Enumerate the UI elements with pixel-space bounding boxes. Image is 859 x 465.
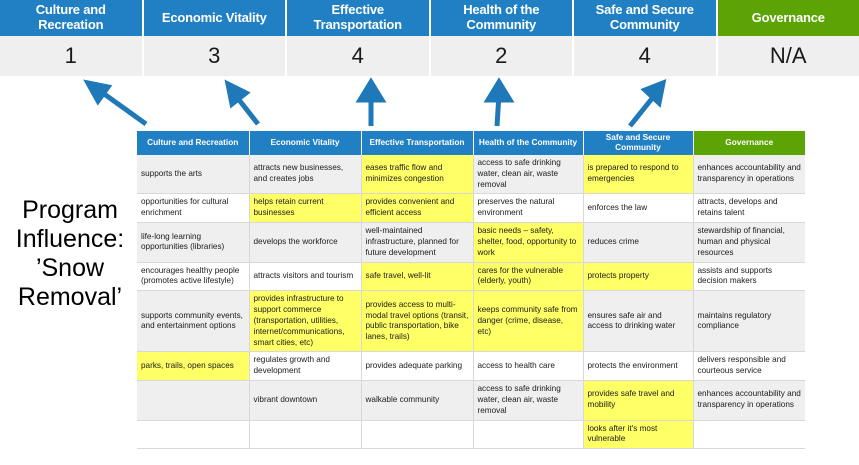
matrix-cell: supports the arts <box>137 155 250 195</box>
matrix-header: Culture and Recreation Economic Vitality E… <box>137 131 805 155</box>
matrix-cell: enhances accountability and transparency… <box>693 155 805 195</box>
matrix-row: looks after it's most vulnerable <box>137 420 805 450</box>
caption-line-1: Program <box>22 196 118 224</box>
matrix-cell: maintains regulatory compliance <box>693 290 805 353</box>
scorecard-header-cell: Health of the Community <box>430 0 574 36</box>
matrix-column-header: Effective Transportation <box>361 131 474 155</box>
matrix-cell: provides adequate parking <box>361 351 474 382</box>
matrix-cell <box>693 420 805 450</box>
matrix-column-header: Economic Vitality <box>249 131 362 155</box>
scorecard-header-cell: Effective Transportation <box>287 0 431 36</box>
matrix-cell <box>137 380 250 421</box>
matrix-cell: protects the environment <box>583 351 694 382</box>
matrix-cell: walkable community <box>361 380 474 421</box>
matrix-cell: regulates growth and development <box>249 351 362 382</box>
program-influence-caption: Program Influence: ’Snow Removal’ <box>6 196 134 312</box>
matrix-cell-highlighted: helps retain current businesses <box>249 193 362 224</box>
matrix-cell: access to safe drinking water, clean air… <box>473 155 584 195</box>
matrix-cell-highlighted: is prepared to respond to emergencies <box>583 155 694 195</box>
matrix-cell: attracts visitors and tourism <box>249 262 362 292</box>
matrix-cell: enforces the law <box>583 193 694 224</box>
matrix-cell: vibrant downtown <box>249 380 362 421</box>
matrix-column-header: Health of the Community <box>473 131 584 155</box>
matrix-row: parks, trails, open spaces regulates grow… <box>137 351 805 382</box>
caption-line-4: Removal’ <box>17 283 123 311</box>
matrix-cell <box>473 420 584 450</box>
matrix-cell-highlighted: provides access to multi-modal travel op… <box>361 290 474 353</box>
matrix-cell-highlighted: provides safe travel and mobility <box>583 380 694 421</box>
matrix-row: supports community events, and entertain… <box>137 290 805 353</box>
scorecard-value-row: 1 3 4 2 4 N/A <box>0 36 859 76</box>
matrix-cell: ensures safe air and access to drinking … <box>583 290 694 353</box>
matrix-cell-highlighted: cares for the vulnerable (elderly, youth… <box>473 262 584 292</box>
matrix-cell-highlighted: safe travel, well-lit <box>361 262 474 292</box>
matrix-cell: preserves the natural environment <box>473 193 584 224</box>
matrix-cell: stewardship of financial, human and phys… <box>693 222 805 263</box>
matrix-cell: attracts new businesses, and creates job… <box>249 155 362 195</box>
scorecard-header-cell: Culture and Recreation <box>0 0 144 36</box>
arrow-up-right-5 <box>628 79 667 128</box>
matrix-cell: opportunities for cultural enrichment <box>137 193 250 224</box>
matrix-row: supports the arts attracts new businesses… <box>137 155 805 195</box>
caption-line-3: ’Snow <box>35 254 105 282</box>
matrix-cell-highlighted: basic needs – safety, shelter, food, opp… <box>473 222 584 263</box>
matrix-column-header: Governance <box>693 131 805 155</box>
matrix-cell-highlighted: keeps community safe from danger (crime,… <box>473 290 584 353</box>
matrix-cell: life-long learning opportunities (librar… <box>137 222 250 263</box>
outcomes-matrix: Culture and Recreation Economic Vitality E… <box>137 131 805 450</box>
matrix-cell <box>361 420 474 450</box>
matrix-cell: attracts, develops and retains talent <box>693 193 805 224</box>
matrix-cell: access to health care <box>473 351 584 382</box>
matrix-row: opportunities for cultural enrichment hel… <box>137 193 805 224</box>
caption-line-2: Influence: <box>15 225 125 253</box>
matrix-cell: encourages healthy people (promotes acti… <box>137 262 250 292</box>
arrow-up-4 <box>483 77 515 127</box>
matrix-column-header: Culture and Recreation <box>137 131 250 155</box>
scorecard-value-cell: N/A <box>717 36 859 76</box>
matrix-column-header: Safe and Secure Community <box>583 131 694 155</box>
scorecard-header-row: Culture and Recreation Economic Vitality E… <box>0 0 859 36</box>
matrix-cell: enhances accountability and transparency… <box>693 380 805 421</box>
arrow-up-left-1 <box>83 79 148 127</box>
matrix-body: supports the arts attracts new businesses… <box>137 155 805 450</box>
scorecard-header-cell: Safe and Secure Community <box>574 0 718 36</box>
matrix-cell: develops the workforce <box>249 222 362 263</box>
matrix-cell-highlighted: protects property <box>583 262 694 292</box>
scorecard-value-cell: 2 <box>430 36 574 76</box>
matrix-header-row: Culture and Recreation Economic Vitality E… <box>137 131 805 155</box>
matrix-cell-highlighted: eases traffic flow and minimizes congest… <box>361 155 474 195</box>
scorecard-divider <box>0 76 859 79</box>
matrix-cell-highlighted: provides convenient and efficient access <box>361 193 474 224</box>
scorecard-value-cell: 4 <box>574 36 718 76</box>
matrix-cell <box>137 420 250 450</box>
scorecard-value-cell: 3 <box>143 36 287 76</box>
matrix-cell-highlighted: parks, trails, open spaces <box>137 351 250 382</box>
matrix-cell: reduces crime <box>583 222 694 263</box>
matrix-cell: assists and supports decision makers <box>693 262 805 292</box>
matrix-cell: supports community events, and entertain… <box>137 290 250 353</box>
influence-arrows <box>83 77 667 128</box>
scorecard-header-cell: Economic Vitality <box>143 0 287 36</box>
matrix-cell-highlighted: looks after it's most vulnerable <box>583 420 694 450</box>
matrix-row: life-long learning opportunities (librar… <box>137 222 805 263</box>
matrix-cell: delivers responsible and courteous servi… <box>693 351 805 382</box>
matrix-cell-highlighted: provides infrastructure to support comme… <box>249 290 362 353</box>
matrix-row: encourages healthy people (promotes acti… <box>137 262 805 292</box>
matrix-cell: well-maintained infrastructure, planned … <box>361 222 474 263</box>
scorecard-header-cell: Governance <box>717 0 859 36</box>
matrix-cell: access to safe drinking water, clean air… <box>473 380 584 421</box>
arrow-up-left-2 <box>224 79 260 126</box>
matrix-cell <box>249 420 362 450</box>
matrix-row: vibrant downtown walkable community access… <box>137 380 805 421</box>
scorecard-band: Culture and Recreation Economic Vitality E… <box>0 0 859 79</box>
scorecard-value-cell: 1 <box>0 36 144 76</box>
scorecard-value-cell: 4 <box>287 36 431 76</box>
arrow-up-3 <box>355 77 387 126</box>
